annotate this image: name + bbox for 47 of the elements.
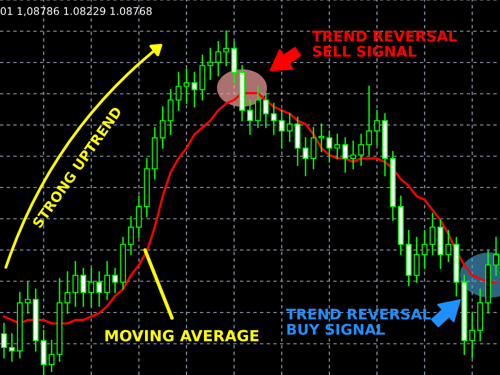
candlestick bbox=[493, 236, 499, 276]
candlestick bbox=[358, 134, 364, 166]
candlestick bbox=[176, 72, 182, 112]
candlestick bbox=[136, 196, 142, 238]
candlestick bbox=[192, 72, 198, 108]
candlestick bbox=[310, 126, 316, 170]
candlestick bbox=[247, 99, 253, 136]
candlestick bbox=[8, 333, 15, 362]
candlestick bbox=[88, 268, 94, 307]
candlestick bbox=[302, 137, 308, 176]
candlestick bbox=[1, 322, 7, 359]
candlestick bbox=[334, 134, 340, 160]
candlestick bbox=[223, 30, 230, 66]
candlestick bbox=[48, 340, 55, 372]
candlestick bbox=[64, 271, 70, 314]
candlestick bbox=[350, 140, 356, 170]
candlestick bbox=[207, 48, 214, 80]
candlestick bbox=[286, 113, 293, 142]
candlestick bbox=[414, 236, 420, 283]
candlestick bbox=[112, 268, 118, 294]
candlestick bbox=[430, 212, 436, 256]
candlestick bbox=[262, 92, 269, 128]
candlestick bbox=[326, 130, 332, 163]
candlestick bbox=[445, 230, 452, 262]
candlestick bbox=[342, 137, 348, 173]
candlestick bbox=[80, 268, 86, 307]
candlestick bbox=[469, 312, 476, 359]
candlestick bbox=[255, 86, 261, 128]
candlestick bbox=[270, 102, 277, 136]
candlestick bbox=[422, 230, 428, 270]
candlestick bbox=[318, 123, 324, 152]
candlestick bbox=[215, 40, 222, 77]
candlestick bbox=[160, 106, 166, 149]
candlestick bbox=[104, 260, 110, 300]
text: 01 1,08786 1.08229 1.08768 bbox=[0, 7, 152, 16]
candlestick bbox=[24, 281, 31, 314]
annotation: TREND REVERSAL BUY SIGNAL bbox=[286, 308, 431, 335]
candlestick bbox=[374, 110, 380, 146]
candlestick bbox=[366, 86, 372, 156]
candlestick bbox=[278, 110, 285, 149]
candlestick bbox=[72, 260, 78, 307]
candlestick bbox=[168, 88, 174, 136]
annotation: MOVING AVERAGE bbox=[105, 330, 258, 342]
candlestick bbox=[128, 216, 134, 256]
candlestick bbox=[96, 271, 102, 307]
annotation: TREND REVERSAL SELL SIGNAL bbox=[312, 30, 457, 57]
candlestick bbox=[184, 68, 190, 104]
